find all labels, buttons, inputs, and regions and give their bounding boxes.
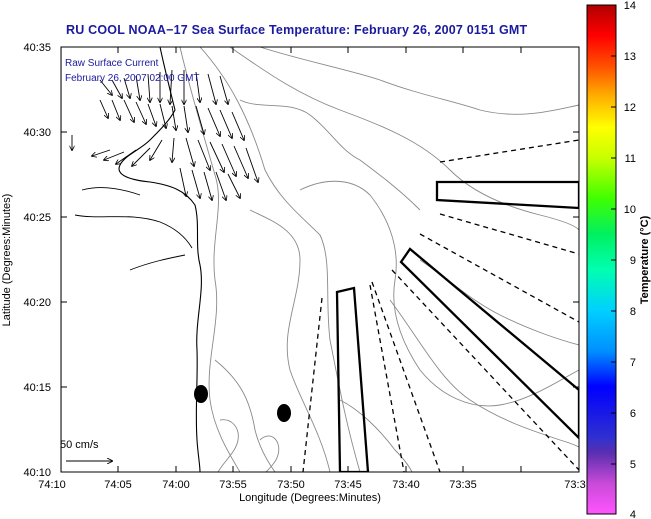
colorbar-tick-label: 10 [624, 204, 636, 216]
current-vectors [72, 69, 258, 200]
colorbar-tick-label: 6 [630, 408, 636, 420]
colorbar-tick-label: 14 [624, 0, 636, 12]
colorbar-tick-marks [611, 55, 616, 465]
x-tick-marks [60, 47, 522, 472]
plot-frame [60, 46, 580, 473]
map-layer [61, 47, 579, 472]
legend-line1: Raw Surface Current [65, 58, 159, 69]
x-tick-label: 73:3 [564, 479, 585, 491]
colorbar-tick-label: 12 [624, 102, 636, 114]
x-tick-label: 74:05 [104, 479, 132, 491]
x-tick-label: 73:45 [334, 479, 362, 491]
x-tick-label: 73:35 [449, 479, 477, 491]
radar-beams [302, 139, 579, 472]
colorbar-tick-label: 4 [630, 509, 636, 519]
colorbar-tick-label: 8 [630, 306, 636, 318]
y-tick-label: 40:10 [23, 467, 51, 479]
y-tick-label: 40:30 [23, 127, 51, 139]
x-tick-label: 73:40 [392, 479, 420, 491]
y-tick-marks [61, 46, 579, 473]
x-tick-label: 74:10 [38, 479, 66, 491]
colorbar-tick-label: 13 [624, 51, 636, 63]
mooring-marker [194, 385, 208, 403]
y-axis-label: Latitude (Degrees:Minutes) [1, 194, 13, 327]
x-axis-label: Longitude (Degrees:Minutes) [239, 492, 381, 504]
colorbar-tick-label: 9 [630, 255, 636, 267]
y-tick-label: 40:20 [23, 297, 51, 309]
x-tick-label: 73:50 [277, 479, 305, 491]
colorbar-tick-label: 7 [630, 357, 636, 369]
chart-title: RU COOL NOAA−17 Sea Surface Temperature:… [66, 23, 528, 37]
colorbar-tick-label: 11 [625, 153, 636, 165]
ship-tracks [335, 180, 579, 472]
rivers [74, 187, 193, 271]
mooring-marker [277, 404, 291, 422]
legend-line2: February 26, 2007 02:00 GMT [65, 73, 200, 84]
y-tick-label: 40:35 [23, 42, 51, 54]
y-tick-label: 40:15 [23, 382, 51, 394]
x-tick-label: 74:00 [162, 479, 190, 491]
colorbar-tick-label: 5 [630, 459, 636, 471]
x-tick-label: 73:55 [219, 479, 247, 491]
scale-label: 50 cm/s [60, 439, 99, 451]
colorbar-label: Temperature (°C) [639, 215, 651, 304]
y-tick-label: 40:25 [23, 212, 51, 224]
